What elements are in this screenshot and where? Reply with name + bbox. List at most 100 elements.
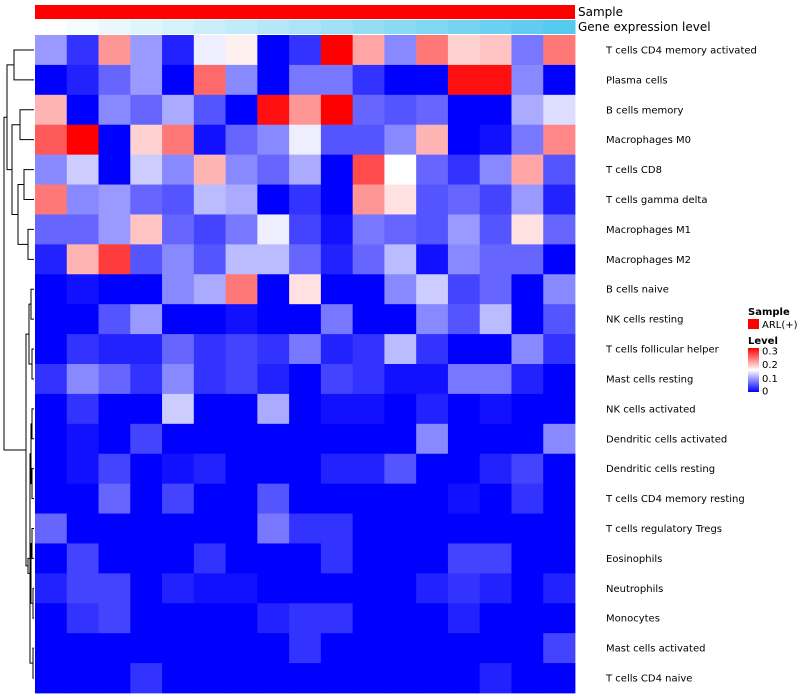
heatmap-cell <box>98 35 131 66</box>
heatmap-cell <box>479 154 512 185</box>
heatmap-cell <box>257 184 290 215</box>
heatmap-cell <box>289 513 322 544</box>
heatmap-cell <box>447 633 481 664</box>
heatmap-cell <box>352 513 385 544</box>
row-label: NK cells activated <box>606 404 696 415</box>
heatmap-cell <box>352 364 385 395</box>
heatmap-cell <box>35 244 68 275</box>
heatmap-cell <box>130 364 163 395</box>
annotation-cell-expression <box>543 20 576 34</box>
heatmap-cell <box>225 543 258 574</box>
dendrogram-branch <box>19 109 34 141</box>
heatmap-cell <box>289 423 322 455</box>
heatmap-cell <box>479 64 512 96</box>
heatmap-cell <box>225 453 258 485</box>
heatmap-cell <box>257 64 290 96</box>
heatmap-cell <box>35 633 68 664</box>
heatmap-cell <box>384 94 417 126</box>
heatmap-cell <box>193 603 226 634</box>
heatmap-cell <box>193 334 226 365</box>
row-label: Macrophages M1 <box>606 225 691 236</box>
heatmap-cell <box>35 423 68 455</box>
heatmap-cell <box>511 334 544 365</box>
heatmap-cell <box>543 393 576 425</box>
heatmap-cell <box>193 663 226 694</box>
heatmap-cell <box>511 483 544 514</box>
heatmap-cell <box>447 274 481 305</box>
annotation-cell-expression <box>352 20 385 34</box>
heatmap-cell <box>289 244 322 275</box>
heatmap-cell <box>257 124 290 156</box>
heatmap-cell <box>479 603 512 634</box>
row-label: Dendritic cells resting <box>606 464 715 475</box>
heatmap-cell <box>193 393 226 425</box>
row-label: T cells CD4 naive <box>605 674 692 685</box>
heatmap-cell <box>66 35 99 66</box>
heatmap-cell <box>479 573 512 604</box>
heatmap-cell <box>543 483 576 514</box>
heatmap-cell <box>35 543 68 574</box>
heatmap-cell <box>447 364 481 395</box>
heatmap-cell <box>352 663 385 694</box>
heatmap-cell <box>35 274 68 305</box>
heatmap-cell <box>511 603 544 634</box>
heatmap-cell <box>257 453 290 485</box>
heatmap-cell <box>289 663 322 694</box>
heatmap-cell <box>35 364 68 395</box>
heatmap-cell <box>511 364 544 395</box>
heatmap-cell <box>193 304 226 335</box>
annotation-cell-expression <box>193 20 227 34</box>
heatmap-cell <box>352 423 385 455</box>
heatmap-cell <box>66 603 99 634</box>
dendrogram-branch <box>3 116 26 451</box>
heatmap-cell <box>35 35 68 66</box>
heatmap-cell <box>98 334 131 365</box>
row-label: T cells CD4 memory activated <box>605 46 757 57</box>
heatmap-cell <box>162 603 195 634</box>
heatmap-cell <box>193 423 226 455</box>
heatmap-cell <box>447 214 481 245</box>
heatmap-cell <box>479 453 512 485</box>
heatmap-cell <box>320 633 354 664</box>
heatmap-cell <box>225 274 258 305</box>
row-label: T cells gamma delta <box>605 195 707 206</box>
heatmap-cell <box>289 364 322 395</box>
heatmap-cell <box>66 453 99 485</box>
heatmap-cell <box>416 543 449 574</box>
heatmap-cell <box>162 304 195 335</box>
heatmap-cell <box>130 513 163 544</box>
dendrogram-branch <box>31 468 34 500</box>
annotation-cell-expression <box>162 20 195 34</box>
heatmap-cell <box>384 663 417 694</box>
legend: Sample ARL(+) Level 0.3 0.2 0.1 0 <box>748 307 798 398</box>
heatmap-cell <box>352 154 385 185</box>
annotation-cell-expression <box>447 20 481 34</box>
heatmap-cell <box>511 453 544 485</box>
heatmap-cell <box>193 453 226 485</box>
heatmap-cell <box>257 214 290 245</box>
heatmap-cell <box>289 304 322 335</box>
heatmap-cell <box>98 483 131 514</box>
heatmap-cell <box>162 274 195 305</box>
heatmap-cell <box>289 274 322 305</box>
heatmap-cell <box>130 483 163 514</box>
dendrogram-branch <box>25 333 29 567</box>
legend-level-tick: 0.1 <box>762 374 778 385</box>
heatmap-cell <box>98 513 131 544</box>
heatmap-cell <box>98 304 131 335</box>
heatmap-cell <box>98 453 131 485</box>
heatmap-cell <box>320 214 354 245</box>
heatmap-cell <box>384 274 417 305</box>
heatmap-cell <box>193 184 226 215</box>
heatmap-cell <box>416 214 449 245</box>
heatmap-cell <box>35 453 68 485</box>
annotation-cell-expression <box>416 20 449 34</box>
heatmap-cell <box>162 513 195 544</box>
heatmap-cell <box>225 244 258 275</box>
heatmap-cell <box>98 603 131 634</box>
heatmap-cell <box>447 334 481 365</box>
legend-sample-swatch <box>748 319 759 329</box>
legend-level-tick: 0.3 <box>762 346 778 357</box>
heatmap-cell <box>130 423 163 455</box>
heatmap-cell <box>320 663 354 694</box>
